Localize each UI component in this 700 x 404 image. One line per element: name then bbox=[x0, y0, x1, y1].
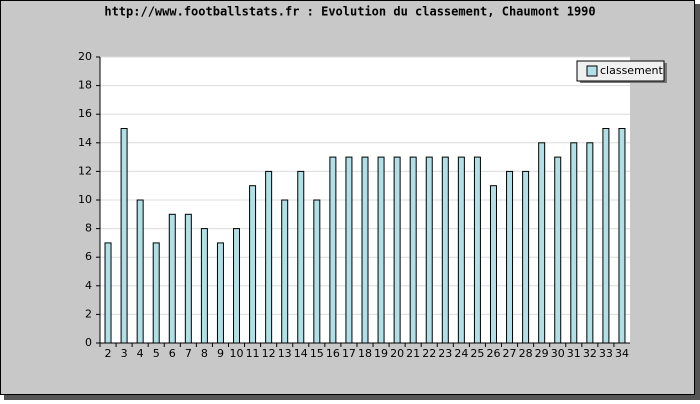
y-tick-label: 14 bbox=[78, 136, 92, 149]
x-tick-label: 3 bbox=[121, 347, 128, 360]
bar bbox=[393, 156, 401, 344]
bar bbox=[457, 156, 465, 344]
x-tick-label: 12 bbox=[262, 347, 276, 360]
x-tick-label: 9 bbox=[217, 347, 224, 360]
y-tick-label: 0 bbox=[85, 336, 92, 349]
x-tick-label: 30 bbox=[551, 347, 565, 360]
x-tick-label: 18 bbox=[358, 347, 372, 360]
y-tick-label: 8 bbox=[85, 222, 92, 235]
bar bbox=[184, 213, 192, 344]
x-tick-label: 7 bbox=[185, 347, 192, 360]
bar bbox=[489, 185, 497, 344]
bar bbox=[104, 242, 112, 344]
x-tick-label: 34 bbox=[615, 347, 629, 360]
y-tick-label: 18 bbox=[78, 79, 92, 92]
x-tick-label: 22 bbox=[422, 347, 436, 360]
x-tick-label: 23 bbox=[438, 347, 452, 360]
x-tick-label: 21 bbox=[406, 347, 420, 360]
bar bbox=[345, 156, 353, 344]
y-tick-label: 2 bbox=[85, 307, 92, 320]
legend-swatch bbox=[586, 65, 598, 77]
bar bbox=[506, 170, 514, 344]
legend-label: classement bbox=[600, 64, 664, 77]
bar bbox=[538, 142, 546, 344]
bar bbox=[377, 156, 385, 344]
bar bbox=[329, 156, 337, 344]
x-tick-label: 26 bbox=[486, 347, 500, 360]
x-tick-label: 14 bbox=[294, 347, 308, 360]
y-tick-label: 10 bbox=[78, 193, 92, 206]
x-tick-label: 17 bbox=[342, 347, 356, 360]
x-tick-label: 4 bbox=[137, 347, 144, 360]
bar bbox=[361, 156, 369, 344]
x-tick-label: 8 bbox=[201, 347, 208, 360]
bar bbox=[522, 170, 530, 344]
bar bbox=[233, 228, 241, 344]
bar bbox=[120, 128, 128, 344]
bar bbox=[281, 199, 289, 344]
x-tick-label: 15 bbox=[310, 347, 324, 360]
bar bbox=[216, 242, 224, 344]
x-tick-label: 16 bbox=[326, 347, 340, 360]
bar bbox=[618, 128, 626, 344]
x-tick-label: 25 bbox=[470, 347, 484, 360]
bar bbox=[200, 228, 208, 344]
bar bbox=[473, 156, 481, 344]
x-tick-label: 6 bbox=[169, 347, 176, 360]
bar bbox=[554, 156, 562, 344]
y-tick-label: 12 bbox=[78, 164, 92, 177]
x-tick-label: 10 bbox=[230, 347, 244, 360]
x-tick-label: 27 bbox=[503, 347, 517, 360]
x-tick-label: 19 bbox=[374, 347, 388, 360]
bar bbox=[602, 128, 610, 344]
bar bbox=[297, 170, 305, 344]
chart-title: http://www.footballstats.fr : Evolution … bbox=[104, 5, 595, 19]
x-tick-label: 20 bbox=[390, 347, 404, 360]
x-tick-label: 24 bbox=[454, 347, 468, 360]
bar bbox=[168, 213, 176, 344]
bar bbox=[313, 199, 321, 344]
y-tick-label: 16 bbox=[78, 107, 92, 120]
y-tick-label: 4 bbox=[85, 279, 92, 292]
y-tick-label: 20 bbox=[78, 50, 92, 63]
x-tick-label: 28 bbox=[519, 347, 533, 360]
bar bbox=[586, 142, 594, 344]
bar bbox=[136, 199, 144, 344]
legend-box bbox=[576, 60, 665, 82]
bar bbox=[152, 242, 160, 344]
x-tick-label: 5 bbox=[153, 347, 160, 360]
x-tick-label: 33 bbox=[599, 347, 613, 360]
bar bbox=[265, 170, 273, 344]
bar bbox=[425, 156, 433, 344]
bar bbox=[441, 156, 449, 344]
bar bbox=[249, 185, 257, 344]
bar bbox=[409, 156, 417, 344]
bar bbox=[570, 142, 578, 344]
x-tick-label: 11 bbox=[246, 347, 260, 360]
y-tick-label: 6 bbox=[85, 250, 92, 263]
x-tick-label: 31 bbox=[567, 347, 581, 360]
x-tick-label: 13 bbox=[278, 347, 292, 360]
x-tick-label: 29 bbox=[535, 347, 549, 360]
x-tick-label: 32 bbox=[583, 347, 597, 360]
x-tick-label: 2 bbox=[105, 347, 112, 360]
